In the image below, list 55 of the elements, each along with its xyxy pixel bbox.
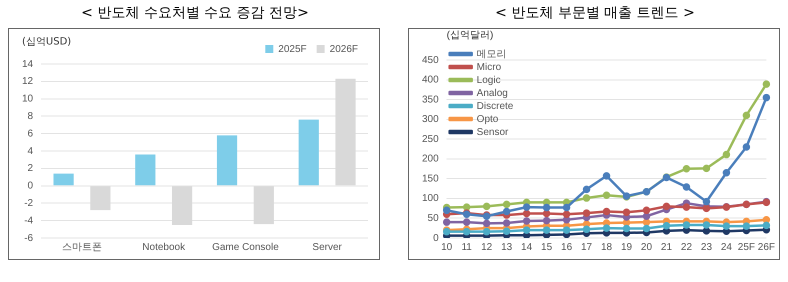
y-tick-label: 10 [22,94,34,105]
x-tick-label: 24 [720,242,732,253]
x-tick-label: 15 [541,242,553,253]
y-tick-label: 8 [28,110,34,122]
y-tick-label: -2 [24,198,34,209]
legend-label: 메모리 [476,48,507,60]
y-tick-label: 6 [28,128,34,140]
y-tick-label: 14 [22,58,34,70]
x-tick-label: 17 [580,242,593,253]
y-tick-label: 150 [422,173,440,184]
legend-label: 2026F [330,44,358,55]
y-tick-label: 4 [28,146,34,157]
y-tick-label: -4 [24,215,34,226]
x-tick-label: Server [312,242,343,253]
y-tick-label: 2 [28,163,34,174]
y-tick-label: 200 [422,154,440,165]
x-tick-label: 11 [461,242,472,253]
legend-label: Discrete [476,100,514,112]
y-axis-title: (십억달러) [446,30,494,41]
x-tick-label: 20 [640,242,652,253]
x-tick-label: Game Console [212,242,280,253]
y-tick-label: -6 [24,232,34,244]
y-tick-label: 0 [433,232,440,244]
chart-title: < 반도체 부문별 매출 트렌드 > [494,4,696,22]
chart-title: < 반도체 수요처별 수요 증감 전망> [80,4,310,22]
x-tick-label: 13 [501,242,513,253]
legend-label: Analog [476,88,508,99]
y-tick-label: 450 [422,54,440,66]
y-tick-label: 400 [422,74,440,86]
legend-label: Sensor [476,126,510,138]
x-tick-label: 21 [660,242,672,253]
y-tick-label: 12 [22,76,34,88]
y-tick-label: 350 [422,94,440,106]
x-tick-label: 25F [738,242,756,253]
x-tick-label: 26F [758,242,775,253]
x-tick-label: 14 [521,242,533,253]
x-tick-label: 22 [680,242,692,253]
x-tick-label: 23 [700,242,712,253]
x-tick-label: 16 [561,242,573,253]
y-tick-label: 250 [422,134,440,145]
legend-label: Opto [476,114,499,125]
x-tick-label: 12 [481,242,493,253]
x-tick-label: Notebook [142,242,186,253]
x-tick-label: 10 [441,242,453,253]
x-tick-label: 18 [600,242,613,253]
y-tick-label: 300 [422,114,440,126]
y-tick-label: 100 [422,193,440,204]
legend-label: 2025F [278,44,307,55]
x-tick-label: 19 [620,242,633,253]
legend-label: Micro [476,62,502,73]
legend-label: Logic [476,74,501,86]
y-tick-label: 50 [428,212,440,224]
y-tick-label: 0 [28,180,34,192]
y-axis-title: (십억USD) [22,36,72,48]
x-tick-label: 스마트폰 [62,242,102,253]
